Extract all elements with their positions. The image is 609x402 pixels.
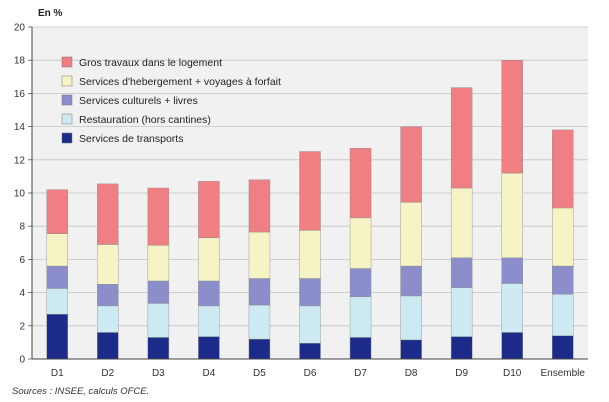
y-tick-label: 2 [19,321,25,332]
bar-segment [97,332,119,360]
legend-label: Services culturels + livres [79,95,198,107]
bar-segment [501,172,523,258]
bar-segment [147,280,170,304]
x-tick-label: Ensemble [540,368,585,379]
legend-swatch [61,56,73,68]
x-tick-label: D10 [503,368,522,379]
y-tick-label: 20 [14,23,26,34]
bar-segment [46,233,68,267]
bar-segment [248,304,271,340]
bar-segment [198,280,220,307]
y-tick-label: 14 [14,122,26,133]
bar-segment [400,126,422,203]
x-tick-label: D5 [253,368,266,379]
bar-segment [450,87,473,189]
bar-segment [450,287,473,337]
source-note: Sources : INSEE, calculs OFCE. [12,386,150,397]
bar-segment [552,207,574,267]
stacked-bar-chart: 0 2 4 6 8 10 12 14 16 18 20 En % D1 D2 D3 D4 D5 D6 D7 D8 D9 D… [14,8,588,379]
y-tick-label: 8 [19,222,25,233]
y-unit-label: En % [38,8,63,19]
bar-segment [349,147,372,219]
bar-segment [198,336,220,360]
legend-swatch [61,94,73,106]
bar-segment [248,338,271,360]
y-tick-label: 4 [19,288,25,299]
x-tick-label: D7 [354,368,367,379]
bar-segment [450,257,473,288]
bar-segment [248,278,271,306]
legend-label: Gros travaux dans le logement [79,57,222,69]
legend-label: Services de transports [79,133,183,145]
bar-segment [400,339,422,360]
bar-segment [400,265,422,297]
bar-segment [552,294,574,336]
bar-segment [552,129,574,209]
bar-segment [147,337,170,360]
bar-segment [248,231,271,279]
bar-segment [349,337,372,360]
legend-swatch [61,113,73,125]
y-tick-label: 6 [19,255,25,266]
bar-segment [501,332,523,360]
x-tick-label: D9 [455,368,468,379]
bar-segment [299,278,321,307]
legend-swatch [61,75,73,87]
y-tick-label: 12 [14,155,26,166]
bar-segment [299,230,321,279]
bar-segment [147,303,170,338]
bar-segment [501,283,523,333]
legend-swatch [61,132,73,144]
bar-segment [400,295,422,341]
bar-segment [46,265,68,289]
bar-segment [46,313,68,360]
y-tick-label: 18 [14,56,26,67]
bar-segment [450,336,473,360]
bar-segment [400,201,422,267]
bar-segment [198,305,220,337]
bar-segment [97,284,119,307]
y-tick-label: 0 [19,355,25,366]
bar-segment [198,237,220,282]
bar-segment [501,257,523,284]
bar-segment [552,265,574,295]
bar-segment [501,60,523,174]
x-tick-label: D1 [51,368,64,379]
bar-segment [147,187,170,246]
bar-segment [147,245,170,282]
bar-segment [248,179,271,233]
bar-segment [552,335,574,360]
bar-segment [299,343,321,360]
x-tick-label: D3 [152,368,165,379]
x-tick-label: D4 [203,368,216,379]
bar-segment [349,268,372,297]
legend-label: Restauration (hors cantines) [79,114,211,126]
bar-segment [299,305,321,344]
x-tick-label: D6 [304,368,317,379]
bar-segment [450,187,473,258]
x-tick-label: D8 [405,368,418,379]
bar-segment [299,151,321,231]
bar-segment [97,183,119,245]
bar-segment [198,181,220,239]
bar-segment [46,288,68,315]
bar-segment [97,244,119,285]
bar-segment [349,296,372,338]
y-tick-label: 16 [14,89,26,100]
bar-segment [46,189,68,234]
bar-segment [349,217,372,269]
bar-segment [97,305,119,333]
legend-label: Services d'hebergement + voyages à forfa… [79,76,281,88]
x-tick-label: D2 [101,368,114,379]
y-tick-label: 10 [14,189,26,200]
